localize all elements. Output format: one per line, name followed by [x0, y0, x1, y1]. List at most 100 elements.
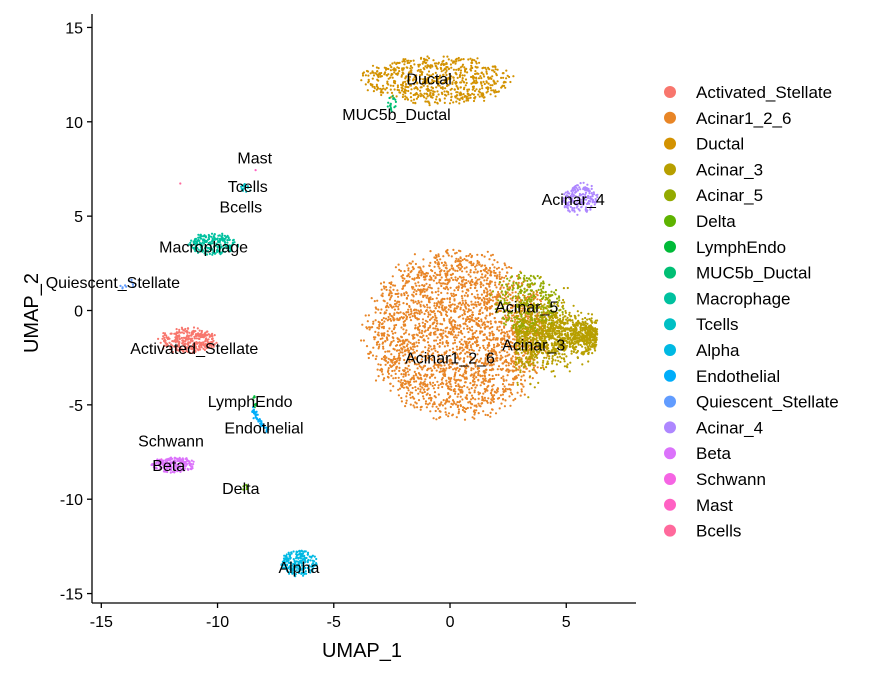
- point: [562, 329, 566, 332]
- point: [502, 375, 505, 378]
- point: [451, 399, 455, 402]
- point: [554, 359, 557, 362]
- point: [490, 394, 493, 397]
- point: [505, 77, 508, 80]
- point: [437, 290, 440, 293]
- point: [456, 76, 459, 79]
- point: [537, 381, 540, 384]
- point: [482, 66, 485, 69]
- point: [491, 299, 495, 302]
- point: [459, 86, 462, 89]
- point: [430, 317, 433, 320]
- point: [562, 287, 566, 290]
- point: [412, 267, 415, 270]
- point: [413, 351, 416, 354]
- point: [456, 348, 459, 351]
- point: [409, 380, 412, 384]
- point: [473, 286, 477, 290]
- point: [517, 368, 520, 371]
- point: [476, 324, 479, 327]
- point: [506, 351, 509, 354]
- point: [523, 290, 526, 293]
- point: [452, 292, 455, 295]
- point: [556, 332, 559, 335]
- point: [367, 81, 370, 84]
- point: [389, 84, 392, 87]
- point: [569, 329, 573, 332]
- point: [473, 377, 476, 380]
- point: [477, 319, 481, 323]
- point: [433, 391, 437, 394]
- point: [481, 87, 484, 90]
- point: [504, 389, 507, 392]
- point: [440, 300, 443, 303]
- point: [445, 382, 448, 385]
- point: [473, 59, 476, 62]
- point: [423, 312, 426, 315]
- point: [460, 295, 463, 298]
- point: [387, 357, 390, 360]
- point: [472, 77, 475, 80]
- point: [406, 98, 409, 101]
- point: [471, 313, 475, 316]
- point: [502, 378, 505, 381]
- point: [463, 384, 466, 388]
- point: [401, 339, 404, 342]
- point: [405, 344, 408, 348]
- point: [591, 352, 594, 355]
- point: [587, 351, 590, 354]
- point: [491, 399, 494, 402]
- point: [502, 322, 506, 325]
- point: [393, 88, 396, 91]
- point: [388, 350, 391, 353]
- point: [496, 328, 499, 331]
- point: [501, 383, 505, 386]
- point: [432, 417, 435, 420]
- point: [478, 88, 481, 91]
- point: [472, 367, 475, 370]
- point: [450, 276, 453, 279]
- point: [463, 303, 466, 306]
- point: [379, 87, 382, 90]
- point: [493, 350, 496, 353]
- point: [400, 74, 403, 77]
- point: [417, 392, 420, 395]
- point: [403, 342, 406, 345]
- point: [463, 322, 467, 325]
- point: [459, 351, 462, 354]
- point: [410, 299, 413, 302]
- point: [546, 360, 549, 363]
- point: [527, 364, 531, 367]
- point: [426, 403, 430, 406]
- point: [404, 331, 407, 334]
- point: [403, 358, 406, 362]
- point: [371, 64, 375, 67]
- point: [511, 345, 514, 348]
- point: [421, 284, 424, 287]
- point: [458, 102, 461, 105]
- point: [422, 388, 425, 391]
- point: [491, 69, 494, 72]
- point: [484, 275, 487, 278]
- point: [432, 403, 435, 406]
- point: [544, 293, 548, 297]
- point: [594, 330, 597, 333]
- point: [488, 285, 491, 288]
- point: [494, 95, 497, 98]
- point: [362, 339, 365, 342]
- point: [526, 319, 529, 322]
- point: [465, 351, 468, 354]
- point: [411, 334, 414, 337]
- point: [429, 410, 432, 413]
- point: [470, 316, 473, 319]
- point: [570, 352, 573, 355]
- point: [532, 364, 536, 367]
- point: [469, 275, 472, 278]
- point: [424, 378, 427, 381]
- point: [491, 75, 494, 78]
- point: [475, 88, 478, 91]
- point: [563, 333, 566, 336]
- point: [480, 77, 483, 80]
- point: [470, 303, 473, 306]
- point: [518, 366, 521, 369]
